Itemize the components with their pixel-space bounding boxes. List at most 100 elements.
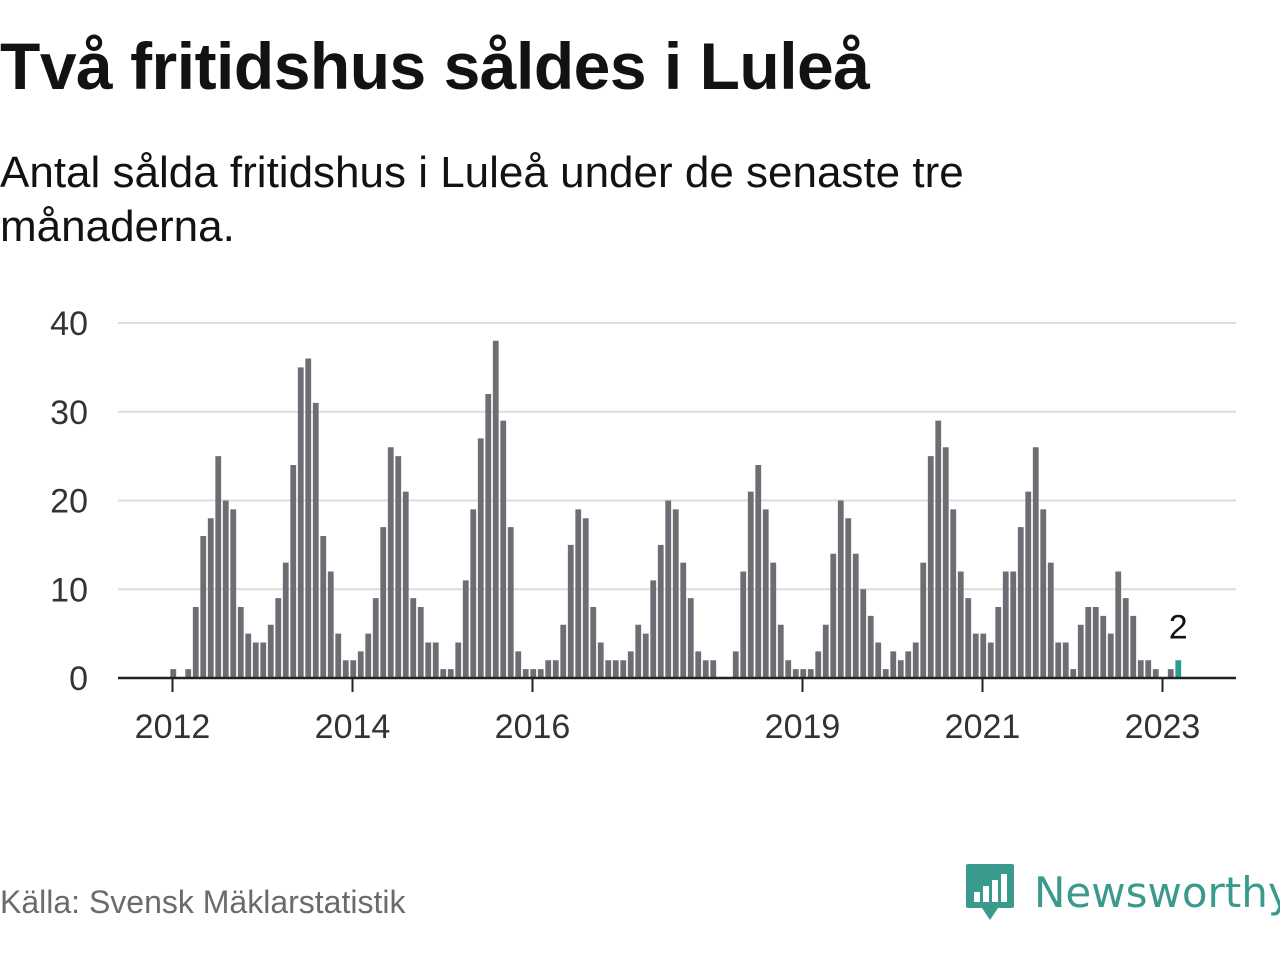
bar [267,624,274,678]
bar [537,669,544,678]
bar [845,518,852,678]
bar [245,633,252,678]
bar [507,527,514,678]
bar [230,509,237,678]
highlight-bar [1175,660,1182,678]
source-note: Källa: Svensk Mäklarstatistik [0,884,406,920]
bar [1115,571,1122,678]
y-tick-label: 40 [50,305,88,343]
bar [695,651,702,678]
bar [1137,660,1144,678]
bar [822,624,829,678]
bar [530,669,537,678]
bar [1070,669,1077,678]
bar [1145,660,1152,678]
x-tick-label: 2023 [1125,708,1201,746]
bar [582,518,589,678]
bar [837,500,844,678]
bar [627,651,634,678]
bar [237,607,244,678]
bar [672,509,679,678]
bar [1085,607,1092,678]
bar [597,642,604,678]
x-tick-label: 2012 [135,708,211,746]
bar [957,571,964,678]
y-axis-ticks: 0 10 20 30 40 [50,305,88,698]
bar [297,367,304,678]
bar [927,456,934,678]
bar [665,500,672,678]
bar [260,642,267,678]
bar [605,660,612,678]
bar [522,669,529,678]
bar [312,402,319,678]
bar [357,651,364,678]
bar [777,624,784,678]
bar [1002,571,1009,678]
bar [815,651,822,678]
brand-name: Newsworthy [1034,867,1280,917]
bar [650,580,657,678]
bar [762,509,769,678]
bar [732,651,739,678]
bar [1025,491,1032,678]
bar [830,553,837,678]
bar [365,633,372,678]
bar [425,642,432,678]
bar [867,615,874,678]
bar [965,598,972,678]
bar [1010,571,1017,678]
bar [687,598,694,678]
bar [567,544,574,678]
bar [897,660,904,678]
bar [995,607,1002,678]
bar [800,669,807,678]
bar [912,642,919,678]
bar [972,633,979,678]
bar [882,669,889,678]
bar [1152,669,1159,678]
bar [860,589,867,678]
bar [350,660,357,678]
x-tick-label: 2019 [765,708,841,746]
bar [987,642,994,678]
bar [275,598,282,678]
bar [372,598,379,678]
bar [305,358,312,678]
bar [335,633,342,678]
bar [1077,624,1084,678]
bar [770,562,777,678]
bar [447,669,454,678]
bar [417,607,424,678]
bar [200,536,207,678]
bar [1055,642,1062,678]
bar [785,660,792,678]
brand-logo: Newsworthy [964,862,1280,922]
bar [320,536,327,678]
bar [1040,509,1047,678]
last-value-label: 2 [1169,608,1188,646]
bar [740,571,747,678]
y-tick-label: 0 [69,660,88,698]
bars [170,340,1182,678]
bar [590,607,597,678]
bar [252,642,259,678]
bar [657,544,664,678]
bar [1167,669,1174,678]
bar [455,642,462,678]
x-tick-label: 2016 [495,708,571,746]
bar [477,438,484,678]
bar [282,562,289,678]
bar [980,633,987,678]
bar-chart: 0 10 20 30 40 2012 2014 2016 2019 2021 2023 2 [50,305,1236,746]
bar [222,500,229,678]
bar [342,660,349,678]
bar [432,642,439,678]
bar [942,447,949,678]
bar [290,465,297,678]
bar [852,553,859,678]
bar [387,447,394,678]
bar [710,660,717,678]
bar [747,491,754,678]
bar [440,669,447,678]
